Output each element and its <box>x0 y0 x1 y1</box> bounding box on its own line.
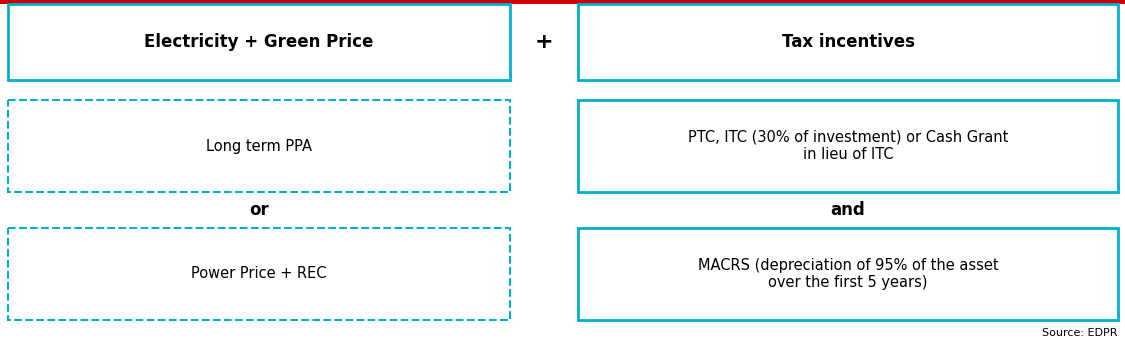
Text: or: or <box>249 201 269 219</box>
Text: +: + <box>534 32 554 52</box>
Bar <box>578 4 1118 80</box>
Text: Tax incentives: Tax incentives <box>782 33 915 51</box>
Text: PTC, ITC (30% of investment) or Cash Grant
in lieu of ITC: PTC, ITC (30% of investment) or Cash Gra… <box>687 130 1008 162</box>
Text: Electricity + Green Price: Electricity + Green Price <box>144 33 374 51</box>
Text: Source: EDPR: Source: EDPR <box>1043 328 1118 338</box>
Text: Power Price + REC: Power Price + REC <box>191 267 326 281</box>
Bar <box>0 0 1125 4</box>
Bar <box>578 100 1118 192</box>
Text: MACRS (depreciation of 95% of the asset
over the first 5 years): MACRS (depreciation of 95% of the asset … <box>698 258 998 290</box>
Bar <box>8 228 510 320</box>
Bar <box>8 100 510 192</box>
Text: Long term PPA: Long term PPA <box>206 139 312 153</box>
Bar <box>578 228 1118 320</box>
Bar <box>8 4 510 80</box>
Text: and: and <box>830 201 865 219</box>
